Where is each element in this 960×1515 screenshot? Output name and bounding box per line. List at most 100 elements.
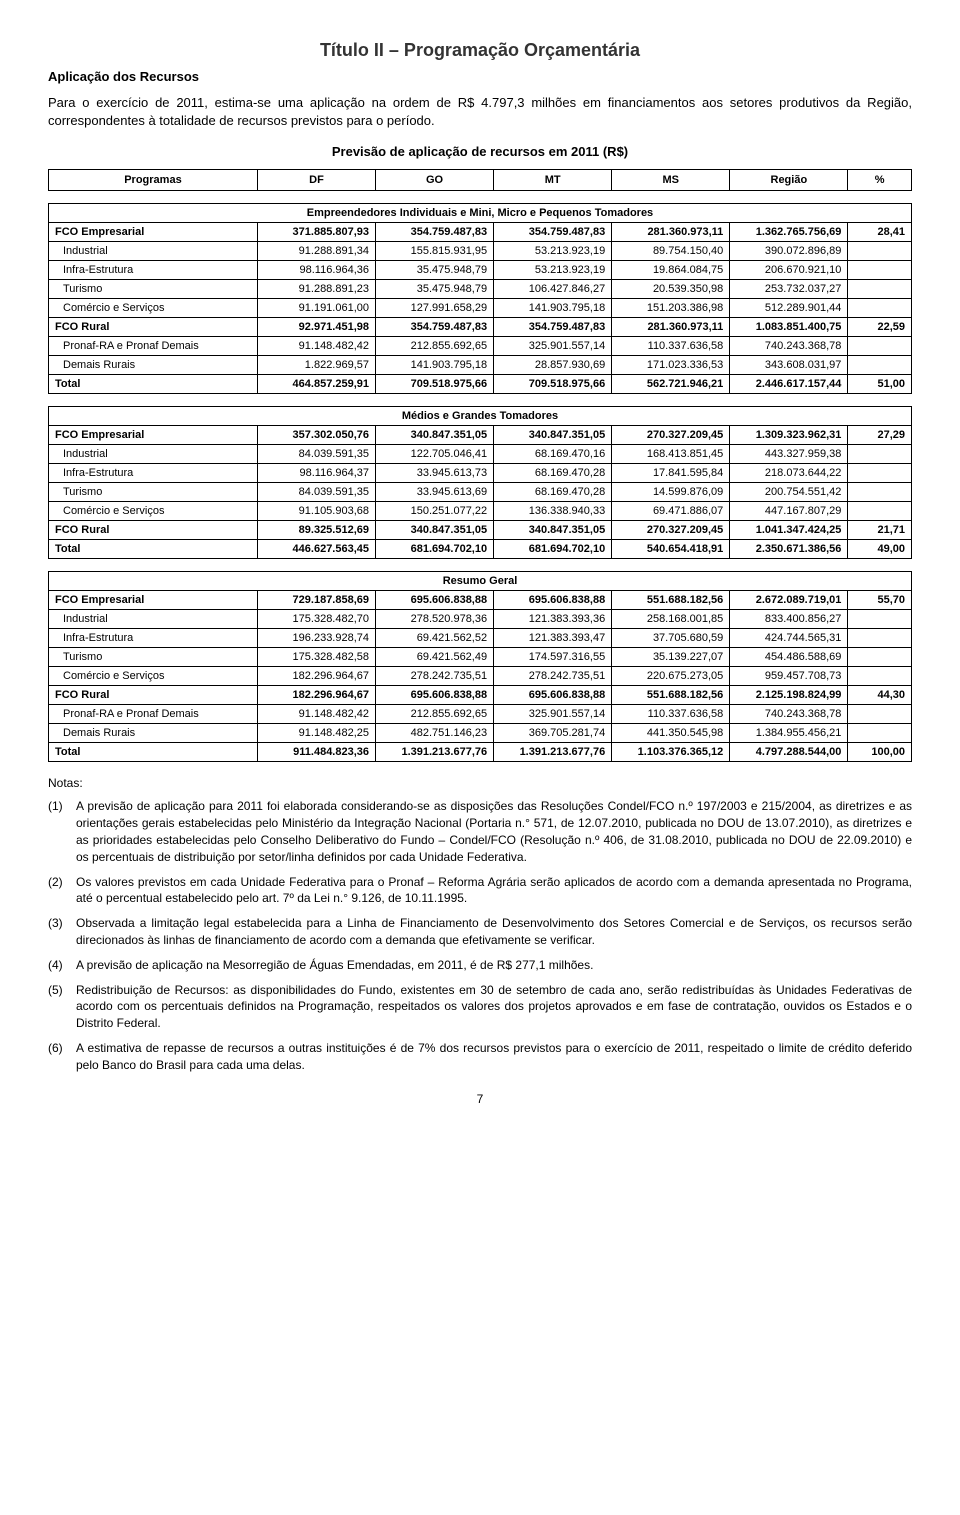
- row-value: 136.338.940,33: [494, 502, 612, 521]
- row-value: 150.251.077,22: [376, 502, 494, 521]
- page-title: Título II – Programação Orçamentária: [48, 40, 912, 61]
- row-value: 91.288.891,34: [257, 242, 375, 261]
- row-value: 98.116.964,36: [257, 261, 375, 280]
- row-value: 44,30: [848, 686, 912, 705]
- row-value: 22,59: [848, 318, 912, 337]
- col-go: GO: [376, 170, 494, 191]
- row-label: Total: [49, 540, 258, 559]
- row-value: 218.073.644,22: [730, 464, 848, 483]
- row-value: 740.243.368,78: [730, 705, 848, 724]
- row-value: 91.148.482,25: [257, 724, 375, 743]
- table-title: Previsão de aplicação de recursos em 201…: [48, 144, 912, 159]
- row-value: 91.148.482,42: [257, 337, 375, 356]
- row-value: 168.413.851,45: [612, 445, 730, 464]
- row-value: [848, 261, 912, 280]
- col-mt: MT: [494, 170, 612, 191]
- table-row: Comércio e Serviços182.296.964,67 278.242…: [49, 667, 912, 686]
- notes-list: (1)A previsão de aplicação para 2011 foi…: [48, 798, 912, 1073]
- row-value: 709.518.975,66: [376, 375, 494, 394]
- group-header-row: Empreendedores Individuais e Mini, Micro…: [49, 204, 912, 223]
- row-value: 695.606.838,88: [376, 686, 494, 705]
- row-value: 681.694.702,10: [494, 540, 612, 559]
- row-value: 196.233.928,74: [257, 629, 375, 648]
- row-value: 220.675.273,05: [612, 667, 730, 686]
- col-ms: MS: [612, 170, 730, 191]
- row-value: 151.203.386,98: [612, 299, 730, 318]
- note-item: (6)A estimativa de repasse de recursos a…: [48, 1040, 912, 1074]
- row-label: FCO Rural: [49, 686, 258, 705]
- row-value: 127.991.658,29: [376, 299, 494, 318]
- row-value: [848, 648, 912, 667]
- row-value: 182.296.964,67: [257, 667, 375, 686]
- row-value: 354.759.487,83: [376, 318, 494, 337]
- row-value: 155.815.931,95: [376, 242, 494, 261]
- row-label: Comércio e Serviços: [49, 299, 258, 318]
- row-value: 33.945.613,73: [376, 464, 494, 483]
- row-value: 551.688.182,56: [612, 591, 730, 610]
- row-value: 446.627.563,45: [257, 540, 375, 559]
- group-header-row: Médios e Grandes Tomadores: [49, 407, 912, 426]
- row-value: 354.759.487,83: [376, 223, 494, 242]
- note-number: (6): [48, 1040, 76, 1074]
- row-value: 340.847.351,05: [376, 521, 494, 540]
- row-value: 84.039.591,35: [257, 483, 375, 502]
- row-label: Demais Rurais: [49, 356, 258, 375]
- group-title: Empreendedores Individuais e Mini, Micro…: [49, 204, 912, 223]
- note-number: (5): [48, 982, 76, 1032]
- row-value: 28,41: [848, 223, 912, 242]
- table-group-3: Resumo Geral FCO Empresarial729.187.858,…: [48, 571, 912, 762]
- row-label: Turismo: [49, 280, 258, 299]
- row-value: 182.296.964,67: [257, 686, 375, 705]
- table-row: Infra-Estrutura98.116.964,3635.475.948,7…: [49, 261, 912, 280]
- row-value: 340.847.351,05: [494, 521, 612, 540]
- row-value: 175.328.482,70: [257, 610, 375, 629]
- table-row: FCO Rural92.971.451,98354.759.487,83354.…: [49, 318, 912, 337]
- row-value: 121.383.393,47: [494, 629, 612, 648]
- row-value: 354.759.487,83: [494, 318, 612, 337]
- note-text: A estimativa de repasse de recursos a ou…: [76, 1040, 912, 1074]
- section-heading: Aplicação dos Recursos: [48, 69, 912, 84]
- note-item: (3)Observada a limitação legal estabelec…: [48, 915, 912, 949]
- row-value: 106.427.846,27: [494, 280, 612, 299]
- table-row: Turismo175.328.482,5869.421.562,49174.59…: [49, 648, 912, 667]
- row-value: 212.855.692,65: [376, 337, 494, 356]
- row-value: 2.672.089.719,01: [730, 591, 848, 610]
- table-row: Turismo84.039.591,3533.945.613,6968.169.…: [49, 483, 912, 502]
- row-value: 91.191.061,00: [257, 299, 375, 318]
- row-value: [848, 280, 912, 299]
- row-label: Turismo: [49, 483, 258, 502]
- row-value: 695.606.838,88: [376, 591, 494, 610]
- row-value: 281.360.973,11: [612, 318, 730, 337]
- row-label: FCO Empresarial: [49, 223, 258, 242]
- row-value: 911.484.823,36: [257, 743, 375, 762]
- row-value: 19.864.084,75: [612, 261, 730, 280]
- row-value: 2.446.617.157,44: [730, 375, 848, 394]
- row-value: 833.400.856,27: [730, 610, 848, 629]
- row-value: 454.486.588,69: [730, 648, 848, 667]
- row-label: FCO Empresarial: [49, 426, 258, 445]
- row-value: [848, 464, 912, 483]
- row-value: 281.360.973,11: [612, 223, 730, 242]
- row-value: 53.213.923,19: [494, 242, 612, 261]
- table-row: Industrial175.328.482,70278.520.978,3612…: [49, 610, 912, 629]
- row-value: 171.023.336,53: [612, 356, 730, 375]
- row-label: Comércio e Serviços: [49, 667, 258, 686]
- row-value: 4.797.288.544,00: [730, 743, 848, 762]
- row-value: [848, 667, 912, 686]
- row-value: 84.039.591,35: [257, 445, 375, 464]
- note-text: Redistribuição de Recursos: as disponibi…: [76, 982, 912, 1032]
- row-value: 69.421.562,49: [376, 648, 494, 667]
- row-value: 443.327.959,38: [730, 445, 848, 464]
- row-value: 270.327.209,45: [612, 426, 730, 445]
- note-item: (4)A previsão de aplicação na Mesorregiã…: [48, 957, 912, 974]
- group-title: Médios e Grandes Tomadores: [49, 407, 912, 426]
- row-value: 540.654.418,91: [612, 540, 730, 559]
- row-value: 68.169.470,16: [494, 445, 612, 464]
- col-df: DF: [257, 170, 375, 191]
- table-row: Pronaf-RA e Pronaf Demais91.148.482,4221…: [49, 337, 912, 356]
- row-value: [848, 445, 912, 464]
- row-value: 464.857.259,91: [257, 375, 375, 394]
- row-value: 278.242.735,51: [494, 667, 612, 686]
- table-row: Pronaf-RA e Pronaf Demais91.148.482,4221…: [49, 705, 912, 724]
- table-row: Comércio e Serviços91.105.903,68150.251.…: [49, 502, 912, 521]
